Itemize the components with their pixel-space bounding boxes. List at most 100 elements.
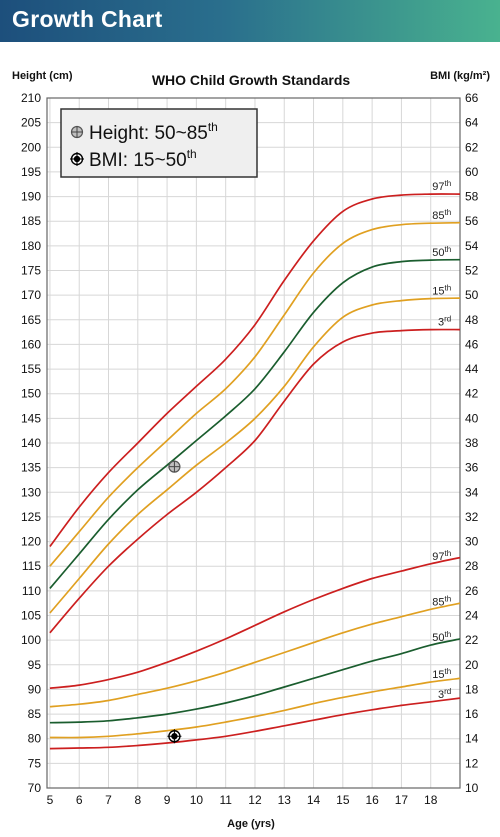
growth-chart: 7075808590951001051101151201251301351401… xyxy=(12,70,490,830)
y-left-tick-label: 155 xyxy=(21,362,41,376)
y-right-tick-label: 44 xyxy=(465,362,479,376)
y-left-tick-label: 70 xyxy=(28,781,42,795)
y-left-tick-label: 100 xyxy=(21,633,41,647)
y-right-tick-label: 26 xyxy=(465,584,479,598)
x-tick-label: 14 xyxy=(307,793,321,807)
y-left-tick-label: 190 xyxy=(21,190,41,204)
bmi-percentile-label: 97th xyxy=(432,549,451,563)
y-right-tick-label: 40 xyxy=(465,411,479,425)
x-tick-label: 15 xyxy=(336,793,350,807)
y-left-tick-label: 105 xyxy=(21,609,41,623)
y-right-tick-label: 60 xyxy=(465,165,479,179)
bmi-data-point xyxy=(167,729,182,744)
y-right-tick-label: 52 xyxy=(465,264,479,278)
x-tick-label: 8 xyxy=(134,793,141,807)
y-left-tick-label: 160 xyxy=(21,337,41,351)
legend-marker xyxy=(70,152,84,166)
y-right-tick-label: 20 xyxy=(465,658,479,672)
y-right-tick-label: 14 xyxy=(465,732,479,746)
height-percentile-label: 85th xyxy=(432,208,451,222)
y-left-tick-label: 205 xyxy=(21,116,41,130)
page-title: Growth Chart xyxy=(12,6,163,32)
bmi-curve-p3 xyxy=(49,697,460,750)
y-left-tick-label: 85 xyxy=(28,707,42,721)
y-left-tick-label: 140 xyxy=(21,436,41,450)
bmi-curves xyxy=(49,556,460,750)
y-right-tick-label: 58 xyxy=(465,190,479,204)
y-right-tick-label: 38 xyxy=(465,436,479,450)
height-percentile-label: 15th xyxy=(432,284,451,298)
y-left-tick-label: 175 xyxy=(21,264,41,278)
y-left-tick-label: 95 xyxy=(28,658,42,672)
x-tick-label: 13 xyxy=(278,793,292,807)
height-curve-p85 xyxy=(49,221,460,567)
x-tick-label: 11 xyxy=(219,793,232,807)
y-right-tick-label: 16 xyxy=(465,707,479,721)
y-left-axis-title: Height (cm) xyxy=(12,70,73,82)
y-left-tick-label: 185 xyxy=(21,214,41,228)
height-curve-p50 xyxy=(49,258,460,589)
y-right-tick-label: 30 xyxy=(465,535,479,549)
y-right-tick-label: 22 xyxy=(465,633,479,647)
y-right-tick-label: 18 xyxy=(465,682,479,696)
y-left-tick-label: 75 xyxy=(28,756,42,770)
y-right-tick-label: 48 xyxy=(465,313,479,327)
y-left-tick-label: 130 xyxy=(21,485,41,499)
x-tick-label: 6 xyxy=(76,793,83,807)
y-left-tick-label: 90 xyxy=(28,682,42,696)
y-right-tick-label: 64 xyxy=(465,116,479,130)
x-tick-label: 17 xyxy=(395,793,409,807)
height-curves xyxy=(49,193,460,634)
y-right-tick-label: 34 xyxy=(465,485,479,499)
y-right-tick-label: 50 xyxy=(465,288,479,302)
y-right-tick-label: 42 xyxy=(465,387,479,401)
height-data-point xyxy=(168,460,181,473)
x-axis-title: Age (yrs) xyxy=(227,818,275,830)
y-right-tick-label: 54 xyxy=(465,239,479,253)
x-tick-label: 18 xyxy=(424,793,438,807)
legend-box xyxy=(60,108,258,178)
x-tick-label: 12 xyxy=(248,793,262,807)
y-left-tick-label: 210 xyxy=(21,91,41,105)
y-right-tick-label: 62 xyxy=(465,140,479,154)
y-left-tick-label: 180 xyxy=(21,239,41,253)
y-left-tick-label: 120 xyxy=(21,535,41,549)
y-right-tick-label: 28 xyxy=(465,559,479,573)
y-left-tick-label: 110 xyxy=(22,584,41,598)
height-curve-p15 xyxy=(49,297,460,614)
x-tick-label: 16 xyxy=(365,793,379,807)
y-left-tick-label: 145 xyxy=(21,411,41,425)
y-right-tick-label: 10 xyxy=(465,781,479,795)
y-right-tick-label: 66 xyxy=(465,91,479,105)
chart-title: WHO Child Growth Standards xyxy=(152,72,351,88)
bmi-curve-p85 xyxy=(49,602,460,708)
legend-marker xyxy=(70,125,84,139)
x-tick-label: 7 xyxy=(105,793,112,807)
height-curve-p3 xyxy=(49,328,460,634)
bmi-curve-p15 xyxy=(49,677,460,739)
height-curve-p97 xyxy=(49,193,460,548)
height-percentile-label: 97th xyxy=(432,179,451,193)
height-percentile-label: 50th xyxy=(432,245,451,259)
bmi-curve-p50 xyxy=(49,638,460,724)
y-right-tick-label: 24 xyxy=(465,609,479,623)
height-percentile-label: 3rd xyxy=(438,315,451,329)
y-left-tick-label: 195 xyxy=(21,165,41,179)
y-left-tick-label: 200 xyxy=(21,140,41,154)
x-tick-label: 5 xyxy=(47,793,54,807)
y-right-tick-label: 32 xyxy=(465,510,479,524)
x-tick-label: 9 xyxy=(164,793,171,807)
x-tick-label: 10 xyxy=(190,793,204,807)
bmi-percentile-label: 3rd xyxy=(438,687,451,701)
plot-frame xyxy=(46,97,461,789)
y-right-tick-label: 56 xyxy=(465,214,479,228)
y-right-tick-label: 12 xyxy=(465,756,479,770)
y-left-tick-label: 125 xyxy=(21,510,41,524)
y-left-tick-label: 150 xyxy=(21,387,41,401)
bmi-percentile-label: 15th xyxy=(432,667,451,681)
y-right-tick-label: 36 xyxy=(465,461,479,475)
bmi-percentile-label: 50th xyxy=(432,630,451,644)
y-right-tick-label: 46 xyxy=(465,337,479,351)
y-left-tick-label: 115 xyxy=(22,559,41,573)
legend: Height: 50~85th BMI: 15~50th xyxy=(60,108,258,178)
